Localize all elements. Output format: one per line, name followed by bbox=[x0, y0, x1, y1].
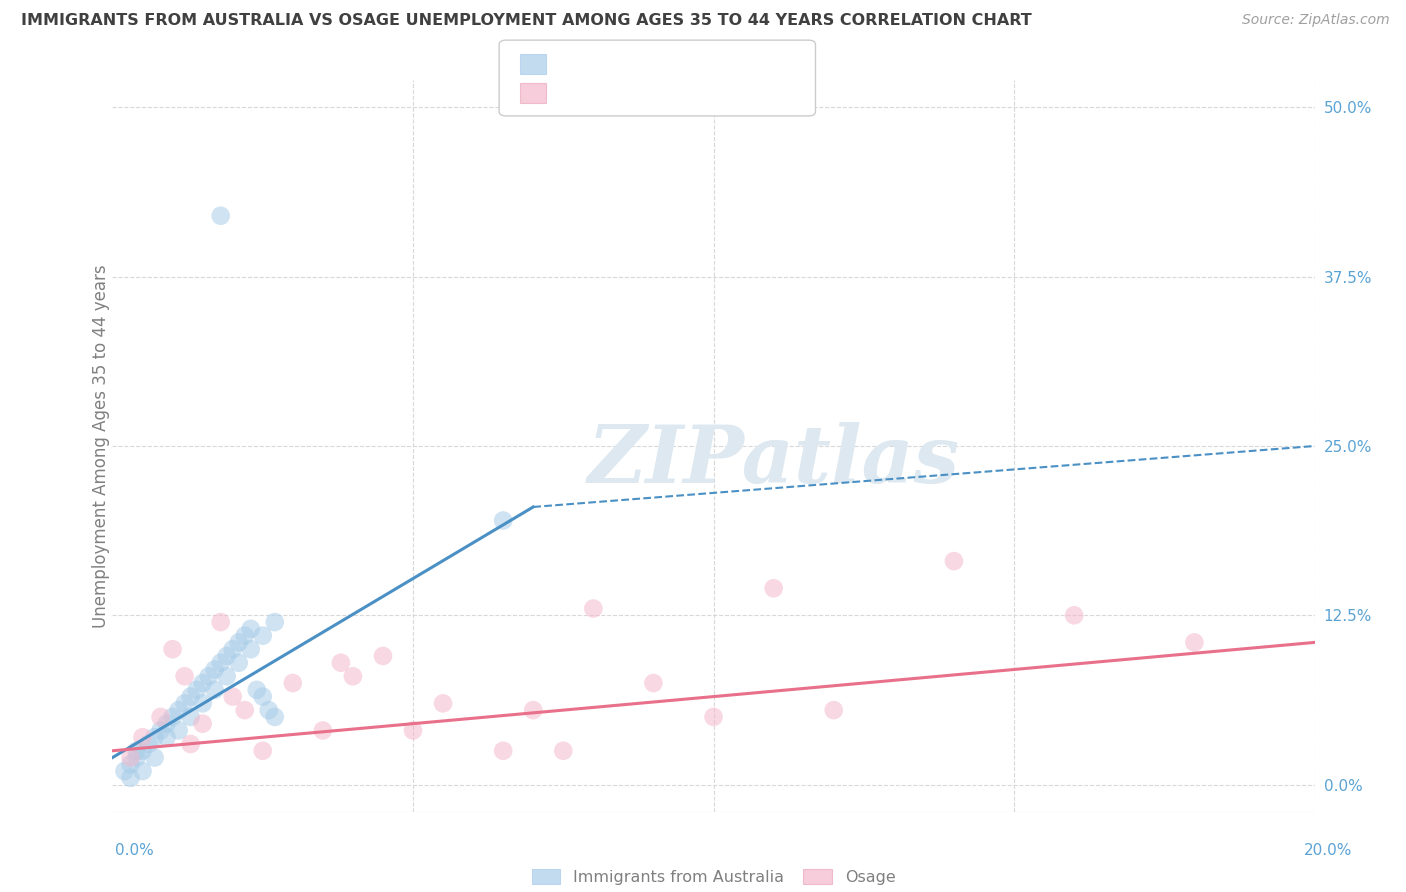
Point bbox=[215, 669, 238, 683]
Point bbox=[762, 581, 785, 595]
Point bbox=[186, 682, 208, 697]
Point bbox=[215, 648, 238, 663]
Legend: Immigrants from Australia, Osage: Immigrants from Australia, Osage bbox=[526, 863, 901, 891]
Point bbox=[553, 744, 575, 758]
Point bbox=[120, 757, 142, 772]
Point bbox=[312, 723, 335, 738]
Text: Source: ZipAtlas.com: Source: ZipAtlas.com bbox=[1241, 13, 1389, 28]
Point bbox=[209, 209, 232, 223]
Point bbox=[1184, 635, 1206, 649]
Point bbox=[432, 697, 454, 711]
Point bbox=[114, 764, 136, 778]
Point bbox=[162, 710, 184, 724]
Text: 0.0%: 0.0% bbox=[115, 843, 155, 858]
Text: IMMIGRANTS FROM AUSTRALIA VS OSAGE UNEMPLOYMENT AMONG AGES 35 TO 44 YEARS CORREL: IMMIGRANTS FROM AUSTRALIA VS OSAGE UNEMP… bbox=[21, 13, 1032, 29]
Text: R = 0.230   N = 42: R = 0.230 N = 42 bbox=[554, 55, 711, 73]
Point bbox=[257, 703, 280, 717]
Point bbox=[180, 737, 202, 751]
Point bbox=[131, 744, 153, 758]
Point bbox=[149, 723, 172, 738]
Point bbox=[204, 682, 226, 697]
Point bbox=[191, 716, 214, 731]
Point bbox=[149, 710, 172, 724]
Point bbox=[222, 642, 245, 657]
Point bbox=[239, 642, 262, 657]
Point bbox=[143, 750, 166, 764]
Point bbox=[492, 514, 515, 528]
Y-axis label: Unemployment Among Ages 35 to 44 years: Unemployment Among Ages 35 to 44 years bbox=[93, 264, 110, 628]
Point bbox=[131, 730, 153, 744]
Point bbox=[823, 703, 845, 717]
Point bbox=[281, 676, 304, 690]
Point bbox=[942, 554, 965, 568]
Point bbox=[643, 676, 665, 690]
Point bbox=[233, 703, 256, 717]
Point bbox=[204, 663, 226, 677]
Point bbox=[252, 629, 274, 643]
Point bbox=[131, 764, 153, 778]
Point bbox=[246, 682, 269, 697]
Text: R = 0.285   N = 29: R = 0.285 N = 29 bbox=[554, 84, 711, 102]
Point bbox=[371, 648, 394, 663]
Point bbox=[252, 690, 274, 704]
Point bbox=[125, 750, 148, 764]
Point bbox=[252, 744, 274, 758]
Point bbox=[197, 669, 219, 683]
Point bbox=[173, 669, 195, 683]
Point bbox=[239, 622, 262, 636]
Point bbox=[228, 656, 250, 670]
Point bbox=[191, 697, 214, 711]
Text: ZIPatlas: ZIPatlas bbox=[588, 422, 960, 500]
Point bbox=[125, 744, 148, 758]
Point bbox=[702, 710, 725, 724]
Point bbox=[120, 771, 142, 785]
Point bbox=[162, 642, 184, 657]
Point bbox=[1063, 608, 1085, 623]
Point bbox=[263, 615, 285, 629]
Point bbox=[233, 629, 256, 643]
Point bbox=[222, 690, 245, 704]
Point bbox=[120, 750, 142, 764]
Point bbox=[329, 656, 352, 670]
Point bbox=[143, 730, 166, 744]
Point bbox=[342, 669, 364, 683]
Point bbox=[180, 690, 202, 704]
Point bbox=[228, 635, 250, 649]
Point bbox=[209, 615, 232, 629]
Point bbox=[155, 716, 177, 731]
Point bbox=[522, 703, 544, 717]
Point bbox=[582, 601, 605, 615]
Text: 20.0%: 20.0% bbox=[1305, 843, 1353, 858]
Point bbox=[180, 710, 202, 724]
Point bbox=[492, 744, 515, 758]
Point bbox=[191, 676, 214, 690]
Point bbox=[263, 710, 285, 724]
Point bbox=[173, 697, 195, 711]
Point bbox=[167, 723, 190, 738]
Point bbox=[209, 656, 232, 670]
Point bbox=[138, 737, 160, 751]
Point bbox=[402, 723, 425, 738]
Point bbox=[155, 730, 177, 744]
Point bbox=[167, 703, 190, 717]
